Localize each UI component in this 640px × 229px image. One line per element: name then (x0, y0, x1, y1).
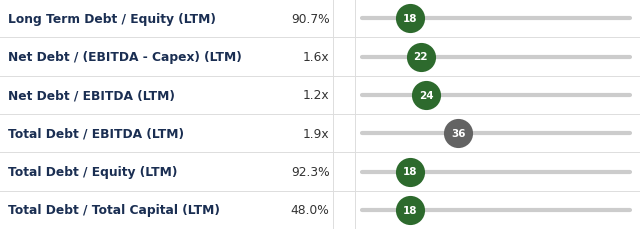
Text: 1.6x: 1.6x (303, 51, 330, 64)
Text: Long Term Debt / Equity (LTM): Long Term Debt / Equity (LTM) (8, 13, 216, 26)
Text: 1.2x: 1.2x (303, 89, 330, 102)
Text: 90.7%: 90.7% (291, 13, 330, 26)
Point (415, 55, 426, 59)
Text: Total Debt / Total Capital (LTM): Total Debt / Total Capital (LTM) (8, 203, 220, 216)
Text: 22: 22 (413, 52, 428, 62)
Text: 92.3%: 92.3% (291, 165, 330, 178)
Text: Net Debt / EBITDA (LTM): Net Debt / EBITDA (LTM) (8, 89, 175, 102)
Point (453, 132, 463, 135)
Text: Total Debt / EBITDA (LTM): Total Debt / EBITDA (LTM) (8, 127, 184, 140)
Text: 48.0%: 48.0% (291, 203, 330, 216)
Point (405, 208, 415, 212)
Text: 18: 18 (403, 205, 417, 215)
Text: Total Debt / Equity (LTM): Total Debt / Equity (LTM) (8, 165, 177, 178)
Text: 24: 24 (419, 90, 433, 100)
Point (405, 170, 415, 174)
Point (421, 94, 431, 97)
Point (405, 17, 415, 21)
Text: 36: 36 (451, 129, 466, 139)
Text: Net Debt / (EBITDA - Capex) (LTM): Net Debt / (EBITDA - Capex) (LTM) (8, 51, 241, 64)
Text: 18: 18 (403, 14, 417, 24)
Text: 1.9x: 1.9x (303, 127, 330, 140)
Text: 18: 18 (403, 167, 417, 177)
